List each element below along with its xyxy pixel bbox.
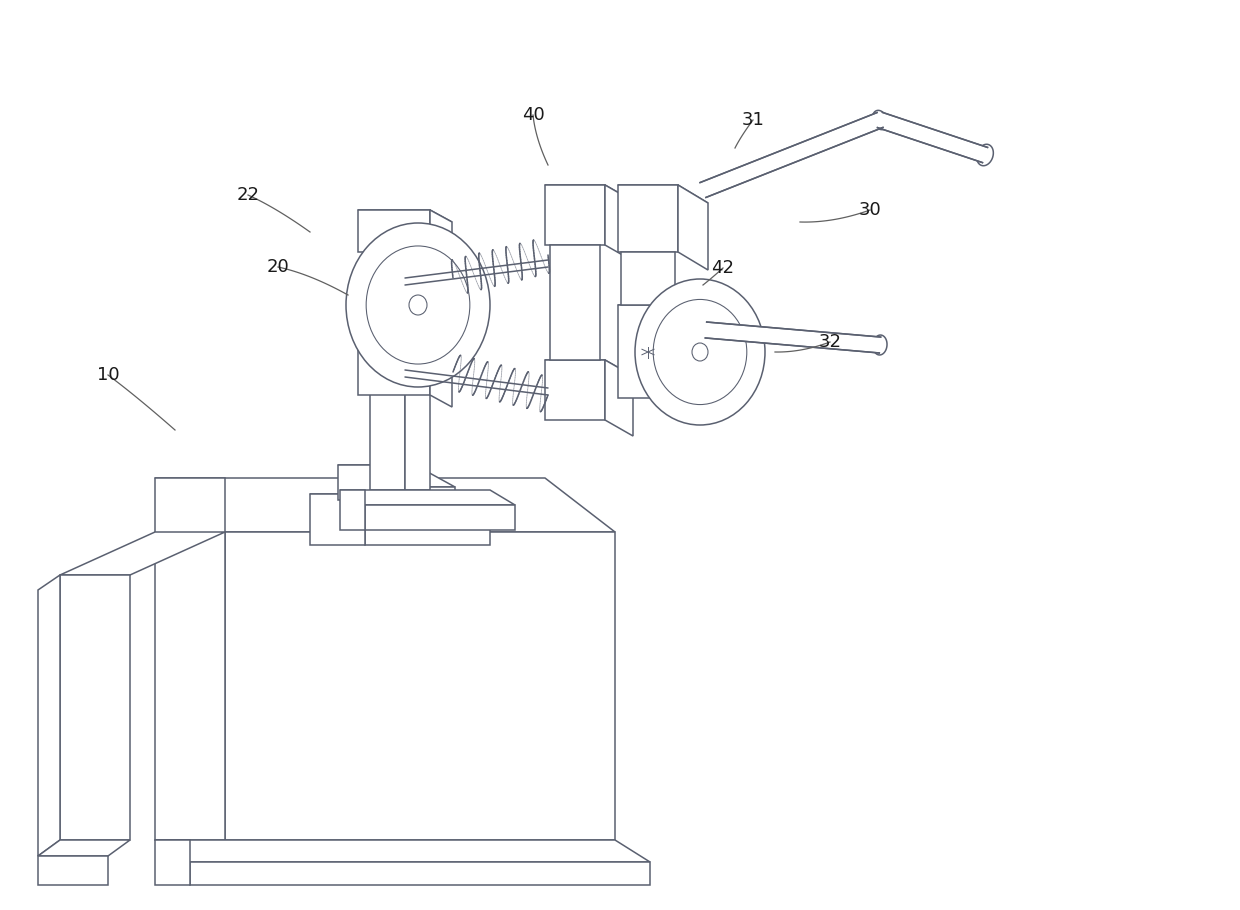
Polygon shape [310, 494, 490, 523]
Polygon shape [873, 335, 887, 355]
Polygon shape [618, 305, 708, 323]
Polygon shape [190, 862, 650, 885]
Text: 32: 32 [818, 333, 842, 351]
Polygon shape [678, 305, 708, 416]
Text: 20: 20 [267, 258, 289, 276]
Text: 10: 10 [97, 366, 119, 384]
Ellipse shape [653, 299, 746, 405]
Ellipse shape [409, 295, 427, 315]
Polygon shape [224, 532, 615, 840]
Polygon shape [706, 322, 880, 353]
Polygon shape [873, 110, 888, 129]
Polygon shape [370, 245, 405, 490]
Polygon shape [358, 350, 453, 362]
Polygon shape [551, 245, 600, 360]
Polygon shape [38, 856, 108, 885]
Polygon shape [339, 465, 378, 500]
Polygon shape [618, 305, 678, 398]
Polygon shape [365, 505, 515, 530]
Polygon shape [621, 252, 675, 305]
Text: 31: 31 [742, 111, 764, 129]
Polygon shape [358, 210, 453, 222]
Polygon shape [340, 490, 515, 505]
Polygon shape [701, 113, 883, 197]
Polygon shape [155, 840, 190, 885]
Ellipse shape [692, 343, 708, 361]
Polygon shape [430, 210, 453, 264]
Polygon shape [155, 478, 615, 532]
Polygon shape [60, 575, 130, 840]
Polygon shape [370, 245, 430, 260]
Text: 40: 40 [522, 106, 544, 124]
Polygon shape [546, 185, 605, 245]
Polygon shape [678, 185, 708, 270]
Polygon shape [365, 523, 490, 545]
Polygon shape [605, 185, 632, 261]
Polygon shape [378, 487, 455, 500]
Polygon shape [310, 494, 365, 545]
Polygon shape [546, 185, 632, 201]
Polygon shape [38, 575, 60, 856]
Polygon shape [358, 210, 430, 252]
Ellipse shape [635, 279, 765, 425]
Polygon shape [339, 465, 455, 487]
Polygon shape [618, 185, 678, 252]
Polygon shape [977, 145, 993, 166]
Ellipse shape [346, 223, 490, 387]
Polygon shape [878, 113, 987, 163]
Text: 22: 22 [237, 186, 259, 204]
Polygon shape [155, 478, 224, 840]
Polygon shape [358, 350, 430, 395]
Ellipse shape [641, 347, 655, 358]
Polygon shape [155, 840, 650, 862]
Ellipse shape [366, 246, 470, 364]
Polygon shape [340, 490, 365, 530]
Polygon shape [546, 360, 632, 376]
Polygon shape [38, 840, 130, 856]
Text: 42: 42 [712, 259, 734, 277]
Text: 30: 30 [858, 201, 882, 219]
Polygon shape [618, 185, 708, 203]
Polygon shape [605, 360, 632, 436]
Polygon shape [546, 360, 605, 420]
Polygon shape [430, 350, 453, 407]
Polygon shape [60, 532, 224, 575]
Polygon shape [405, 245, 430, 490]
